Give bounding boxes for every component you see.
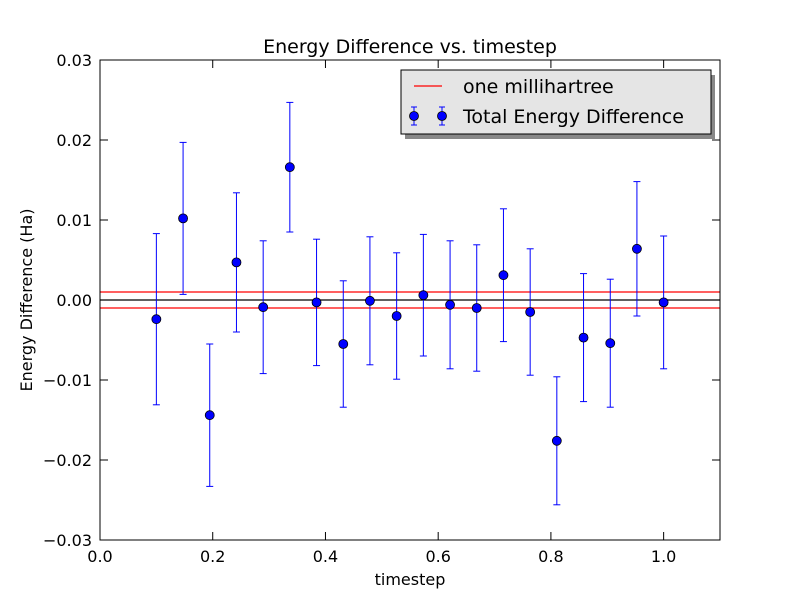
- data-point: [151, 314, 162, 325]
- legend-label: one millihartree: [463, 76, 614, 98]
- data-point-group: [445, 240, 455, 370]
- data-point: [204, 410, 215, 421]
- x-tick-label: 1.0: [651, 547, 676, 566]
- data-point: [365, 295, 375, 306]
- data-point: [551, 435, 562, 446]
- data-point: [498, 270, 509, 281]
- data-point-group: [658, 235, 669, 370]
- legend-point-swatch: [437, 111, 447, 121]
- reference-lines: [100, 291, 720, 309]
- data-point: [632, 243, 642, 254]
- data-point-group: [471, 244, 482, 372]
- x-tick-label: 0.4: [313, 547, 338, 566]
- data-point: [284, 162, 295, 173]
- data-point-group: [204, 343, 215, 487]
- x-axis: 0.0 0.2 0.4 0.6 0.8 1.0: [87, 60, 676, 566]
- x-tick-label: 0.0: [87, 547, 112, 566]
- data-point: [258, 302, 269, 313]
- y-axis: −0.03 −0.02 −0.01 0.00 0.01 0.02 0.03: [43, 51, 720, 550]
- y-tick-label: −0.02: [43, 451, 92, 470]
- legend: one millihartree Total Energy Difference: [400, 69, 715, 139]
- data-point: [471, 303, 482, 313]
- data-point: [311, 297, 322, 308]
- data-point-group: [525, 248, 536, 376]
- y-tick-label: 0.02: [56, 131, 92, 150]
- data-point-group: [338, 280, 349, 408]
- y-tick-label: 0.00: [56, 291, 92, 310]
- y-tick-label: 0.03: [56, 51, 92, 70]
- data-point-group: [391, 252, 402, 380]
- data-point-group: [551, 376, 562, 506]
- data-point: [658, 297, 669, 308]
- data-point: [578, 332, 589, 343]
- y-tick-label: −0.03: [43, 531, 92, 550]
- data-point-group: [605, 278, 616, 408]
- data-point: [231, 257, 242, 268]
- data-point-group: [365, 236, 375, 366]
- x-axis-label: timestep: [375, 570, 446, 589]
- data-point-group: [418, 233, 429, 357]
- data-point-group: [151, 233, 162, 406]
- data-point-group: [632, 181, 642, 317]
- data-point: [338, 339, 349, 349]
- data-point-group: [258, 240, 269, 375]
- data-point: [391, 311, 402, 321]
- legend-box: [400, 69, 712, 135]
- series-layer: [151, 101, 669, 506]
- data-point-group: [178, 141, 188, 295]
- data-point-group: [311, 238, 322, 367]
- y-tick-label: −0.01: [43, 371, 92, 390]
- y-tick-label: 0.01: [56, 211, 92, 230]
- x-tick-label: 0.6: [425, 547, 450, 566]
- data-point: [445, 299, 455, 310]
- data-point-group: [498, 208, 509, 343]
- data-point: [178, 213, 188, 224]
- y-axis-label: Energy Difference (Ha): [17, 209, 36, 392]
- data-point: [418, 290, 429, 301]
- data-point-group: [578, 273, 589, 403]
- x-tick-label: 0.8: [538, 547, 563, 566]
- legend-items: one millihartree Total Energy Difference: [409, 76, 684, 128]
- data-point: [605, 338, 616, 349]
- data-point-group: [284, 101, 295, 233]
- plot-area: [99, 59, 721, 541]
- legend-point-swatch: [409, 111, 419, 121]
- x-tick-label: 0.2: [200, 547, 225, 566]
- legend-label: Total Energy Difference: [462, 106, 684, 128]
- data-point: [525, 307, 536, 317]
- chart-title: Energy Difference vs. timestep: [263, 36, 557, 58]
- data-point-group: [231, 192, 242, 333]
